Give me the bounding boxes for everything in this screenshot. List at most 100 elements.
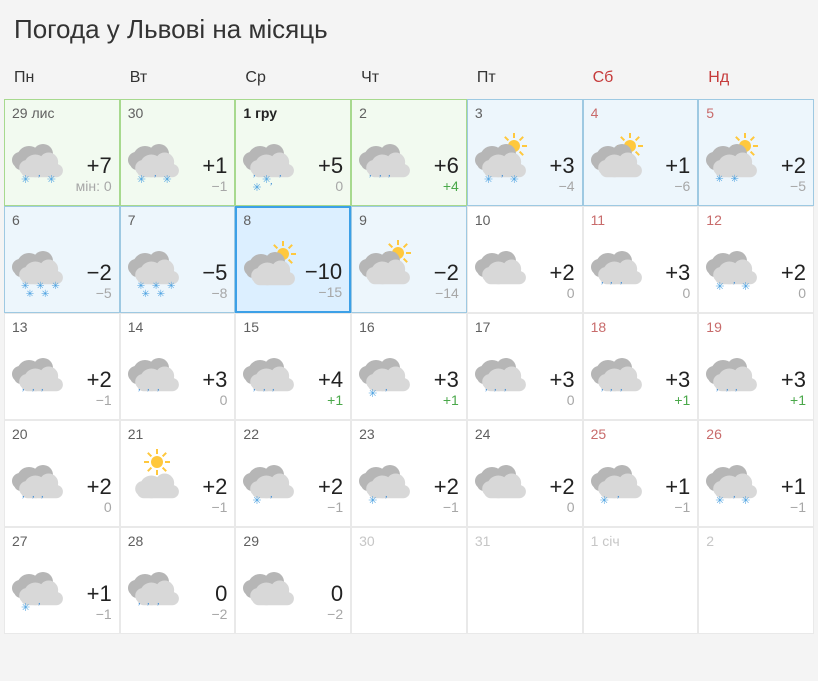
day-cell[interactable]: 290−2 <box>235 527 351 634</box>
day-temps: +20 <box>549 475 574 516</box>
weather-sleet-icon: ✳ ʼ ✳ <box>703 451 763 511</box>
temp-low: −6 <box>665 178 690 195</box>
temp-high: +3 <box>202 368 227 391</box>
temp-low: −2 <box>327 606 343 623</box>
temp-high: +1 <box>202 154 227 177</box>
day-label: 17 <box>475 319 575 335</box>
day-cell[interactable]: 9 −2−14 <box>351 206 467 313</box>
weather-rain-icon: ʼ ʼ ʼ <box>125 558 185 618</box>
day-temps: +4+1 <box>318 368 343 409</box>
temp-high: +7 <box>76 154 112 177</box>
day-cell[interactable]: 1 гру ʼ ✳ ʼ✳ ʼ +50 <box>235 99 351 206</box>
day-label: 11 <box>591 212 691 228</box>
day-label: 18 <box>591 319 691 335</box>
day-cell[interactable]: 5✳ ✳+2−5 <box>698 99 814 206</box>
day-cell[interactable]: 23✳ ʼ+2−1 <box>351 420 467 527</box>
day-cell[interactable]: 16✳ ʼ+3+1 <box>351 313 467 420</box>
day-label: 1 гру <box>243 105 343 121</box>
temp-high: −2 <box>434 261 459 284</box>
day-temps: +50 <box>318 154 343 195</box>
day-temps: +30 <box>202 368 227 409</box>
day-cell[interactable]: 15ʼ ʼ ʼ+4+1 <box>235 313 351 420</box>
day-temps: +3−4 <box>549 154 574 195</box>
day-cell[interactable]: 24 +20 <box>467 420 583 527</box>
temp-low: 0 <box>665 285 690 302</box>
day-cell[interactable]: 22✳ ʼ+2−1 <box>235 420 351 527</box>
temp-low: −8 <box>202 285 227 302</box>
day-label: 6 <box>12 212 112 228</box>
temp-high: +3 <box>549 154 574 177</box>
day-cell[interactable]: 13ʼ ʼ ʼ+2−1 <box>4 313 120 420</box>
day-label: 25 <box>591 426 691 442</box>
day-cell[interactable]: 10+20 <box>467 206 583 313</box>
day-temps: −10−15 <box>305 260 342 301</box>
temp-low: 0 <box>87 499 112 516</box>
temp-high: −2 <box>87 261 112 284</box>
day-temps: −2−5 <box>87 261 112 302</box>
weather-sleet-light-icon: ✳ ʼ <box>588 451 648 511</box>
day-label: 12 <box>706 212 806 228</box>
day-temps: +2−1 <box>87 368 112 409</box>
day-temps: +2−1 <box>434 475 459 516</box>
day-cell[interactable]: 25 ✳ ʼ +1−1 <box>583 420 699 527</box>
temp-high: −10 <box>305 260 342 283</box>
temp-low: 0 <box>318 178 343 195</box>
day-cell[interactable]: 21+2−1 <box>120 420 236 527</box>
day-label: 5 <box>706 105 806 121</box>
day-temps: +1−1 <box>665 475 690 516</box>
day-cell[interactable]: 6 ✳ ✳ ✳ ✳ ✳ −2−5 <box>4 206 120 313</box>
weather-partly-cloudy-icon <box>356 237 416 297</box>
day-label: 7 <box>128 212 228 228</box>
day-label: 23 <box>359 426 459 442</box>
temp-high: +1 <box>665 475 690 498</box>
day-cell[interactable]: 18ʼ ʼ ʼ+3+1 <box>583 313 699 420</box>
day-label: 28 <box>128 533 228 549</box>
day-cell[interactable]: 12✳ ʼ ✳+20 <box>698 206 814 313</box>
day-cell[interactable]: 19ʼ ʼ ʼ+3+1 <box>698 313 814 420</box>
temp-high: +6 <box>434 154 459 177</box>
weather-rain-icon: ʼ ʼ ʼ <box>588 344 648 404</box>
day-cell[interactable]: 27✳ ʼ+1−1 <box>4 527 120 634</box>
weather-rain-icon: ʼ ʼ ʼ <box>9 451 69 511</box>
temp-high: +2 <box>318 475 343 498</box>
temp-high: +1 <box>781 475 806 498</box>
day-cell[interactable]: 4+1−6 <box>583 99 699 206</box>
temp-low: 0 <box>549 392 574 409</box>
day-cell[interactable]: 7✳ ✳ ✳ ✳ ✳−5−8 <box>120 206 236 313</box>
weather-rain-icon: ʼ ʼ ʼ <box>125 344 185 404</box>
day-temps: +1−1 <box>202 154 227 195</box>
weekday-header: Ср <box>235 63 351 99</box>
weather-rain-icon: ʼ ʼ ʼ <box>703 344 763 404</box>
day-temps: −5−8 <box>202 261 227 302</box>
day-label: 24 <box>475 426 575 442</box>
weather-sleet-heavy-icon: ʼ ✳ ʼ✳ ʼ <box>240 130 300 190</box>
weather-partly-sleet-icon: ✳ ʼ ✳ <box>472 130 532 190</box>
day-cell[interactable]: 26✳ ʼ ✳+1−1 <box>698 420 814 527</box>
day-cell[interactable]: 20ʼ ʼ ʼ+20 <box>4 420 120 527</box>
day-cell[interactable]: 2ʼ ʼ ʼ+6+4 <box>351 99 467 206</box>
weekday-header: Чт <box>351 63 467 99</box>
day-cell[interactable]: 29 лис✳ ʼ ✳+7мін: 0 <box>4 99 120 206</box>
temp-low: +1 <box>781 392 806 409</box>
day-label: 21 <box>128 426 228 442</box>
weather-snow-heavy-icon: ✳ ✳ ✳ ✳ ✳ <box>9 237 69 297</box>
day-label: 1 січ <box>591 533 691 549</box>
weather-sleet-light-icon: ✳ ʼ <box>9 558 69 618</box>
temp-low: −14 <box>434 285 459 302</box>
day-cell[interactable]: 30✳ ʼ ✳+1−1 <box>120 99 236 206</box>
day-temps: +20 <box>549 261 574 302</box>
day-cell[interactable]: 8−10−15 <box>235 206 351 313</box>
day-cell[interactable]: 14 ʼ ʼ ʼ +30 <box>120 313 236 420</box>
temp-high: 0 <box>211 582 227 605</box>
day-label: 29 <box>243 533 343 549</box>
day-label: 9 <box>359 212 459 228</box>
day-cell[interactable]: 28 ʼ ʼ ʼ 0−2 <box>120 527 236 634</box>
day-temps: +3+1 <box>781 368 806 409</box>
day-label: 14 <box>128 319 228 335</box>
temp-high: −5 <box>202 261 227 284</box>
day-cell[interactable]: 11ʼ ʼ ʼ+30 <box>583 206 699 313</box>
day-cell[interactable]: 17ʼ ʼ ʼ+30 <box>467 313 583 420</box>
day-cell[interactable]: 3✳ ʼ ✳+3−4 <box>467 99 583 206</box>
temp-low: −5 <box>781 178 806 195</box>
day-temps: 0−2 <box>211 582 227 623</box>
